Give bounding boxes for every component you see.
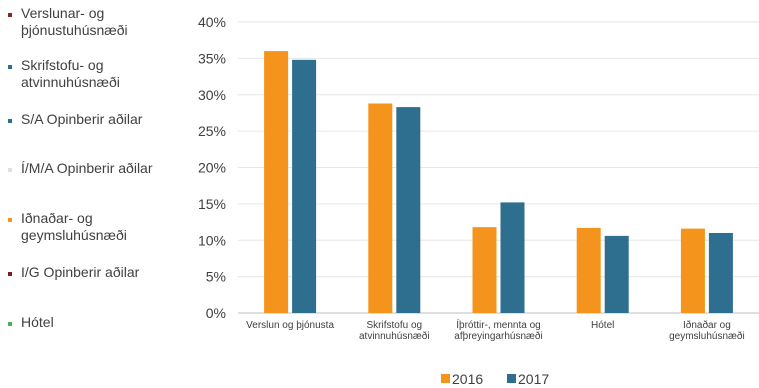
bar-2016-1	[368, 103, 393, 313]
y-tick-label: 25%	[198, 123, 226, 139]
x-tick-label: Skrifstofu og	[367, 320, 423, 331]
legend-swatch-2017	[507, 374, 516, 383]
x-tick-label: Íþróttir-, mennta og	[456, 318, 540, 331]
left-legend-label-line: I/G Opinberir aðilar	[21, 264, 140, 280]
x-tick-label: Verslun og þjónusta	[246, 320, 334, 331]
left-legend-marker	[8, 13, 12, 17]
bar-2017-4	[708, 232, 733, 313]
left-legend-label: Iðnaðar- og geymsluhúsnæði	[21, 210, 127, 244]
left-legend-label: Verslunar- og þjónustuhúsnæði	[21, 5, 128, 39]
left-legend-label-line: Verslunar- og	[21, 5, 105, 21]
legend-label-2017: 2017	[518, 371, 549, 387]
left-legend-label-line: geymsluhúsnæði	[21, 227, 127, 243]
bar-2017-0	[292, 59, 317, 313]
y-tick-label: 0%	[206, 305, 226, 321]
left-legend-label-line: Hótel	[21, 314, 54, 330]
x-tick-label: atvinnuhúsnæði	[359, 330, 430, 342]
bar-2016-0	[264, 51, 289, 313]
left-legend-marker	[8, 272, 12, 276]
y-tick-label: 30%	[198, 87, 226, 103]
bar-2017-3	[604, 235, 629, 313]
y-tick-label: 35%	[198, 50, 226, 66]
left-legend-label-line: Í/M/A Opinberir aðilar	[21, 160, 153, 176]
left-legend-label: Skrifstofu- og atvinnuhúsnæði	[21, 57, 120, 91]
bar-2016-3	[576, 227, 601, 313]
left-legend-marker	[8, 119, 12, 123]
left-legend-label-line: atvinnuhúsnæði	[21, 74, 120, 90]
y-tick-label: 5%	[206, 269, 226, 285]
bottom-legend: 2016 2017	[441, 371, 549, 387]
x-tick-label: afþreyingarhúsnæði	[454, 330, 542, 342]
gridlines	[238, 21, 759, 314]
bar-2016-2	[472, 227, 497, 313]
y-tick-label: 10%	[198, 232, 226, 248]
left-legend-label: I/G Opinberir aðilar	[21, 264, 139, 281]
bars	[264, 51, 733, 314]
left-legend-label: Hótel	[21, 314, 54, 331]
legend-label-2016: 2016	[452, 371, 483, 387]
left-legend-label-line: Iðnaðar- og	[21, 210, 93, 226]
left-legend-marker	[8, 322, 12, 326]
left-legend-label: S/A Opinberir aðilar	[21, 111, 142, 128]
left-legend-label-line: þjónustuhúsnæði	[21, 22, 128, 38]
left-legend-label-line: S/A Opinberir aðilar	[21, 111, 143, 127]
y-axis-ticks: 0% 5% 10% 15% 20% 25% 30% 35% 40%	[198, 14, 226, 321]
x-tick-label: Iðnaðar og	[683, 319, 731, 331]
y-tick-label: 20%	[198, 160, 226, 176]
left-legend-label: Í/M/A Opinberir aðilar	[21, 160, 153, 177]
bar-2017-1	[396, 107, 421, 314]
left-legend-marker	[8, 218, 12, 222]
left-legend-label-line: Skrifstofu- og	[21, 57, 104, 73]
left-legend: Verslunar- og þjónustuhúsnæði Skrifstofu- …	[0, 0, 180, 388]
left-legend-marker	[8, 168, 12, 172]
x-tick-label: Hótel	[591, 320, 614, 331]
bar-2017-2	[500, 202, 525, 313]
y-tick-label: 15%	[198, 196, 226, 212]
x-tick-label: geymsluhúsnæði	[669, 330, 745, 342]
legend-swatch-2016	[441, 374, 450, 383]
left-legend-marker	[8, 65, 12, 69]
x-axis-ticks: Verslun og þjónusta Skrifstofu ogatvinnuh…	[246, 318, 745, 342]
bar-2016-4	[680, 228, 705, 313]
y-tick-label: 40%	[198, 14, 226, 30]
